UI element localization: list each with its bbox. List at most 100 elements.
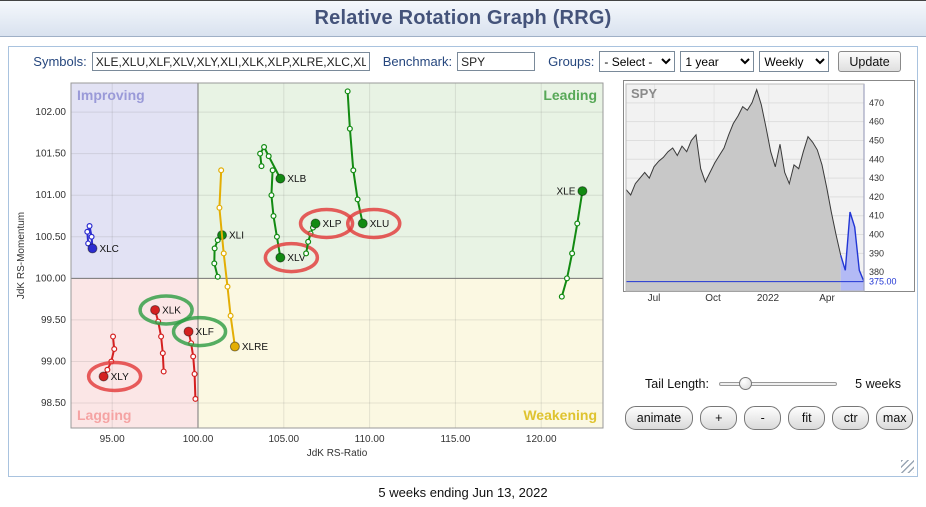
svg-text:110.00: 110.00	[355, 434, 385, 445]
symbols-label: Symbols:	[33, 54, 87, 69]
page-title: Relative Rotation Graph (RRG)	[314, 7, 612, 29]
quadrant-weakening	[197, 278, 604, 428]
svg-text:102.00: 102.00	[35, 107, 66, 118]
svg-text:430: 430	[869, 173, 884, 183]
svg-text:101.50: 101.50	[35, 149, 66, 160]
rrg-head-xlk[interactable]	[150, 304, 161, 315]
groups-label: Groups:	[548, 54, 595, 69]
quadrant-lagging	[71, 278, 198, 428]
svg-text:100.00: 100.00	[35, 273, 66, 284]
spy-x-axis: Jul Oct 2022 Apr	[623, 292, 915, 306]
svg-text:98.50: 98.50	[41, 398, 66, 409]
svg-text:380: 380	[869, 267, 884, 277]
frequency-select[interactable]: Weekly	[759, 51, 830, 72]
rrg-head-xlre[interactable]	[229, 341, 240, 352]
max-button[interactable]: max	[876, 406, 914, 430]
rrg-head-xlc[interactable]	[87, 243, 98, 254]
center-button[interactable]: ctr	[832, 406, 870, 430]
svg-text:450: 450	[869, 135, 884, 145]
svg-text:105.00: 105.00	[269, 434, 300, 445]
svg-text:420: 420	[869, 192, 884, 202]
rrg-label-xlv[interactable]: XLV	[287, 253, 305, 264]
tail-length-row: Tail Length: 5 weeks	[623, 376, 915, 392]
quadrant-label-leading: Leading	[543, 87, 597, 103]
rrg-label-xli[interactable]: XLI	[229, 231, 244, 242]
svg-text:99.00: 99.00	[41, 356, 66, 367]
rrg-head-xle[interactable]	[577, 186, 588, 197]
spy-chart[interactable]: 380 390 400 410 420 430 440 450 460 470 375.00 SPY	[624, 81, 916, 293]
svg-text:400: 400	[869, 230, 884, 240]
spy-last-price: 375.00	[869, 277, 897, 287]
annotation-ellipse-xly	[86, 360, 143, 393]
annotation-ellipse-xlv	[263, 241, 320, 274]
rrg-head-xlp[interactable]	[310, 218, 321, 229]
quadrant-label-weakening: Weakening	[523, 407, 597, 423]
rrg-head-xlb[interactable]	[275, 173, 286, 184]
benchmark-label: Benchmark:	[382, 54, 453, 69]
svg-text:460: 460	[869, 117, 884, 127]
footer-caption: 5 weeks ending Jun 13, 2022	[378, 485, 548, 500]
rrg-label-xle[interactable]: XLE	[557, 187, 576, 198]
svg-text:440: 440	[869, 154, 884, 164]
annotation-ellipse-xlf	[171, 315, 228, 348]
slider-thumb[interactable]	[738, 377, 752, 390]
rrg-head-xlu[interactable]	[357, 218, 368, 229]
main-panel: Symbols: Benchmark: Groups: - Select - 1…	[8, 46, 918, 477]
resize-handle[interactable]	[901, 460, 914, 473]
tail-length-label: Tail Length:	[645, 377, 709, 391]
svg-text:101.00: 101.00	[35, 190, 66, 201]
svg-text:410: 410	[869, 211, 884, 221]
annotation-ellipse-xlp	[298, 207, 355, 240]
update-button[interactable]: Update	[838, 51, 901, 72]
rrg-label-xlf[interactable]: XLF	[196, 327, 214, 338]
spy-x-label-jul: Jul	[647, 293, 661, 304]
rrg-label-xlre[interactable]: XLRE	[242, 342, 268, 353]
rrg-label-xlc[interactable]: XLC	[99, 244, 118, 255]
app-header: Relative Rotation Graph (RRG)	[0, 0, 926, 37]
rrg-chart[interactable]: Improving Leading Lagging Weakening 95.00 100…	[15, 76, 615, 459]
svg-text:100.50: 100.50	[35, 232, 66, 243]
slider-track[interactable]	[718, 382, 837, 386]
rrg-label-xlu[interactable]: XLU	[370, 219, 389, 230]
quadrant-label-lagging: Lagging	[77, 407, 131, 423]
annotation-ellipse-xlk	[138, 294, 194, 326]
animate-button[interactable]: animate	[624, 406, 694, 430]
groups-select[interactable]: - Select -	[599, 51, 676, 72]
spy-x-label-oct: Oct	[705, 293, 721, 304]
toolbar: Symbols: Benchmark: Groups: - Select - 1…	[9, 47, 917, 74]
right-column: 380 390 400 410 420 430 440 450 460 470 375.00 SPY …	[615, 76, 919, 463]
rrg-label-xlb[interactable]: XLB	[287, 174, 306, 185]
svg-text:115.00: 115.00	[440, 434, 470, 445]
content-area: Improving Leading Lagging Weakening 95.00 100…	[9, 74, 917, 463]
spy-x-label-2022: 2022	[756, 293, 780, 304]
svg-text:99.50: 99.50	[41, 315, 66, 326]
rrg-head-xlf[interactable]	[183, 326, 194, 337]
rrg-y-axis-title: JdK RS-Momentum	[16, 212, 27, 299]
chart-controls: animate + - fit ctr max	[623, 406, 915, 430]
rrg-label-xlp[interactable]: XLP	[323, 219, 342, 230]
spy-chart-title: SPY	[631, 86, 657, 101]
rrg-head-xly[interactable]	[98, 371, 109, 382]
tail-length-value: 5 weeks	[855, 377, 901, 391]
annotation-ellipse-xlu	[345, 207, 402, 240]
tail-length-slider[interactable]	[718, 376, 837, 392]
quadrant-leading	[197, 83, 604, 279]
rrg-label-xlk[interactable]: XLK	[162, 305, 181, 316]
quadrant-label-improving: Improving	[77, 87, 145, 103]
benchmark-input[interactable]	[457, 52, 536, 71]
fit-button[interactable]: fit	[788, 406, 826, 430]
svg-text:390: 390	[869, 248, 884, 258]
svg-text:470: 470	[869, 98, 884, 108]
rrg-label-xly[interactable]: XLY	[111, 372, 129, 383]
symbols-input[interactable]	[91, 52, 370, 71]
period-select[interactable]: 1 year	[680, 51, 755, 72]
spy-chart-box: 380 390 400 410 420 430 440 450 460 470 375.00 SPY	[623, 80, 915, 292]
zoom-in-button[interactable]: +	[700, 406, 738, 430]
rrg-section: Improving Leading Lagging Weakening 95.00 100…	[15, 76, 615, 463]
svg-text:120.00: 120.00	[526, 434, 557, 445]
svg-text:100.00: 100.00	[183, 434, 214, 445]
svg-text:95.00: 95.00	[100, 434, 125, 445]
rrg-head-xlv[interactable]	[275, 252, 286, 263]
zoom-out-button[interactable]: -	[744, 406, 782, 430]
